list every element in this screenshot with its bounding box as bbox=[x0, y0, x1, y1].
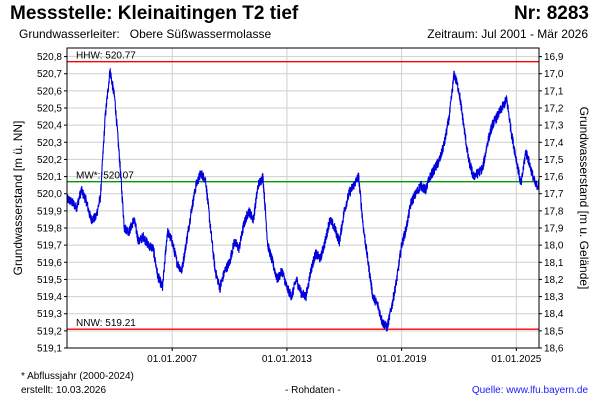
y-tick-label: 520,5 bbox=[37, 104, 62, 115]
x-tick-label: 01.01.2013 bbox=[262, 354, 312, 365]
y-tick-label: 519,2 bbox=[37, 326, 62, 337]
source-link[interactable]: Quelle: www.lfu.bayern.de bbox=[471, 385, 588, 396]
y-tick-label: 520,6 bbox=[37, 86, 62, 97]
series-line bbox=[66, 68, 540, 332]
y2-tick-label: 16,9 bbox=[544, 52, 564, 63]
y2-tick-label: 17,7 bbox=[544, 189, 564, 200]
page-title: Messstelle: Kleinaitingen T2 tief bbox=[10, 3, 299, 24]
y-tick-label: 519,7 bbox=[37, 241, 62, 252]
raw-data-note: - Rohdaten - bbox=[285, 385, 341, 396]
y2-tick-label: 17,4 bbox=[544, 138, 564, 149]
y-tick-label: 520,8 bbox=[37, 52, 62, 63]
x-tick-label: 01.01.2019 bbox=[377, 354, 427, 365]
y2-axis-ticks: 18,6 18,5 18,4 18,3 18,2 18,1 18,0 17,9 17,8 17,7… bbox=[539, 52, 564, 355]
y2-tick-label: 18,1 bbox=[544, 258, 564, 269]
period-info: Zeitraum: Jul 2001 - Mär 2026 bbox=[427, 27, 588, 41]
y-tick-label: 519,8 bbox=[37, 224, 62, 235]
y-tick-label: 520,3 bbox=[37, 138, 62, 149]
y-tick-label: 520,7 bbox=[37, 69, 62, 80]
x-tick-label: 01.01.2007 bbox=[147, 354, 197, 365]
y2-tick-label: 18,3 bbox=[544, 292, 564, 303]
y2-tick-label: 17,3 bbox=[544, 121, 564, 132]
chart-grid bbox=[67, 48, 539, 349]
y-axis-ticks: 519,1 519,2 519,3 519,4 519,5 519,6 519,7 519,8… bbox=[37, 52, 67, 355]
y-tick-label: 520,4 bbox=[37, 121, 62, 132]
y2-tick-label: 18,5 bbox=[544, 326, 564, 337]
y-tick-label: 519,4 bbox=[37, 292, 62, 303]
aquifer-label: Grundwasserleiter: bbox=[19, 27, 120, 41]
y-tick-label: 520,0 bbox=[37, 189, 62, 200]
y2-tick-label: 18,0 bbox=[544, 241, 564, 252]
y2-axis-label: Grundwasserstand [m u. Gelände] bbox=[577, 107, 591, 290]
y2-tick-label: 18,4 bbox=[544, 309, 564, 320]
nnw-label: NNW: 519.21 bbox=[76, 318, 136, 329]
y-tick-label: 519,5 bbox=[37, 275, 62, 286]
y-tick-label: 519,1 bbox=[37, 344, 62, 355]
y2-tick-label: 17,6 bbox=[544, 172, 564, 183]
y-tick-label: 520,1 bbox=[37, 172, 62, 183]
y2-tick-label: 17,5 bbox=[544, 155, 564, 166]
mw-label: MW*: 520.07 bbox=[76, 171, 134, 182]
y-tick-label: 520,2 bbox=[37, 155, 62, 166]
y-tick-label: 519,6 bbox=[37, 258, 62, 269]
y2-tick-label: 18,2 bbox=[544, 275, 564, 286]
y2-tick-label: 18,6 bbox=[544, 344, 564, 355]
y2-tick-label: 17,0 bbox=[544, 69, 564, 80]
x-axis-ticks: 01.01.2007 01.01.2013 01.01.2019 01.01.2025 bbox=[147, 348, 542, 365]
hhw-label: HHW: 520.77 bbox=[76, 51, 136, 62]
y2-tick-label: 17,1 bbox=[544, 86, 564, 97]
y-axis-label: Grundwasserstand [m ü. NN] bbox=[11, 121, 25, 276]
station-number: Nr: 8283 bbox=[514, 3, 589, 24]
created-date: erstellt: 10.03.2026 bbox=[21, 385, 107, 396]
y2-tick-label: 17,8 bbox=[544, 206, 564, 217]
aquifer-info: Grundwasserleiter: Obere Süßwassermolass… bbox=[19, 27, 271, 41]
y2-tick-label: 17,9 bbox=[544, 224, 564, 235]
plot-frame bbox=[66, 47, 540, 349]
y-tick-label: 519,9 bbox=[37, 206, 62, 217]
reference-lines: HHW: 520.77 MW*: 520.07 NNW: 519.21 bbox=[67, 51, 539, 330]
x-tick-label: 01.01.2025 bbox=[491, 354, 541, 365]
aquifer-value: Obere Süßwassermolasse bbox=[129, 27, 272, 41]
y2-tick-label: 17,2 bbox=[544, 104, 564, 115]
y-tick-label: 519,3 bbox=[37, 309, 62, 320]
footnote: * Abflussjahr (2000-2024) bbox=[21, 371, 134, 382]
